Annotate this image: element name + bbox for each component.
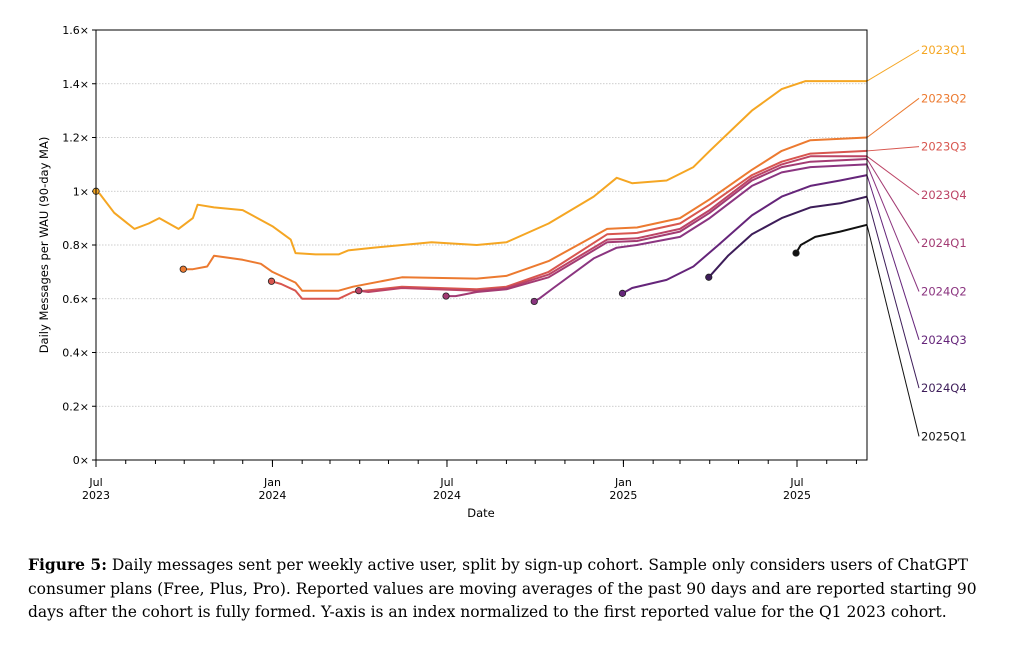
y-tick-label: 0.6× [62,293,89,306]
series-line-2023Q4 [358,155,867,293]
series-line-2024Q4 [708,195,868,278]
label-leader-2025Q1 [866,224,920,437]
start-marker-2024Q1 [442,292,450,300]
series-line-2024Q1 [446,158,868,298]
series-line-2023Q3 [271,149,868,300]
cohort-line-chart: 0×0.2×0.4×0.6×0.8×1×1.2×1.4×1.6×Jul2023J… [37,24,967,520]
plot-frame [95,29,868,461]
cohort-label-2023Q3: 2023Q3 [921,140,967,154]
y-tick-label: 0.2× [62,400,89,413]
cohort-label-2025Q1: 2025Q1 [921,429,967,443]
label-leader-2024Q2 [866,164,920,292]
start-marker-2023Q3 [267,277,276,285]
x-tick-label-year: 2024 [258,489,286,502]
y-tick-label: 1× [73,185,89,198]
label-leader-2024Q1 [866,158,920,244]
cohort-label-2024Q2: 2024Q2 [921,285,967,299]
cohort-label-2023Q4: 2023Q4 [921,188,967,202]
series-line-2024Q3 [622,174,868,295]
x-tick-label-year: 2023 [82,489,110,502]
label-leader-2023Q1 [866,49,920,82]
x-tick-label-month: Jul [789,476,803,489]
cohort-start-markers [92,187,800,306]
start-marker-2024Q4 [705,273,713,281]
cohort-label-2024Q4: 2024Q4 [921,381,967,395]
cohort-label-2024Q1: 2024Q1 [921,236,967,250]
start-marker-2024Q2 [530,297,538,306]
start-marker-2023Q4 [355,287,363,295]
y-tick-label: 1.4× [62,78,89,91]
cohort-label-2024Q3: 2024Q3 [921,333,967,347]
y-tick-label: 0.4× [62,347,89,360]
x-tick-label-year: 2025 [783,489,811,502]
label-leader-2023Q4 [866,155,920,196]
figure-caption: Figure 5: Daily messages sent per weekly… [28,553,983,625]
y-tick-label: 0× [73,454,89,467]
x-axis-title: Date [467,506,495,520]
cohort-labels: 2023Q1 2023Q2 2023Q3 2023Q4 2024Q1 2024Q2 2024… [866,43,967,443]
label-leader-2024Q3 [866,174,920,340]
axis-ticks: 0×0.2×0.4×0.6×0.8×1×1.2×1.4×1.6×Jul2023J… [62,24,857,502]
y-tick-label: 1.6× [62,24,89,37]
start-marker-2024Q3 [618,289,627,297]
cohort-label-2023Q1: 2023Q1 [921,43,967,57]
y-tick-label: 1.2× [62,132,89,145]
start-marker-2023Q2 [179,265,187,273]
series-line-2023Q2 [183,136,868,292]
y-tick-label: 0.8× [62,239,89,252]
label-leader-2023Q2 [866,97,920,138]
y-axis-title: Daily Messages per WAU (90-day MA) [37,137,51,354]
cohort-label-2023Q2: 2023Q2 [921,91,967,105]
x-tick-label-month: Jan [614,476,632,489]
caption-label: Figure 5: [28,555,107,574]
x-tick-label-month: Jul [439,476,453,489]
label-leader-2024Q4 [866,196,920,389]
series-line-2024Q2 [533,163,868,303]
x-tick-label-month: Jan [263,476,281,489]
series-line-2025Q1 [795,223,868,254]
x-tick-label-year: 2025 [609,489,637,502]
caption-text: Daily messages sent per weekly active us… [28,556,977,621]
label-leader-2023Q3 [866,146,920,152]
x-tick-label-month: Jul [88,476,102,489]
series-lines [95,80,868,303]
start-marker-2025Q1 [792,249,800,257]
series-line-2023Q1 [95,80,867,256]
x-tick-label-year: 2024 [433,489,461,502]
